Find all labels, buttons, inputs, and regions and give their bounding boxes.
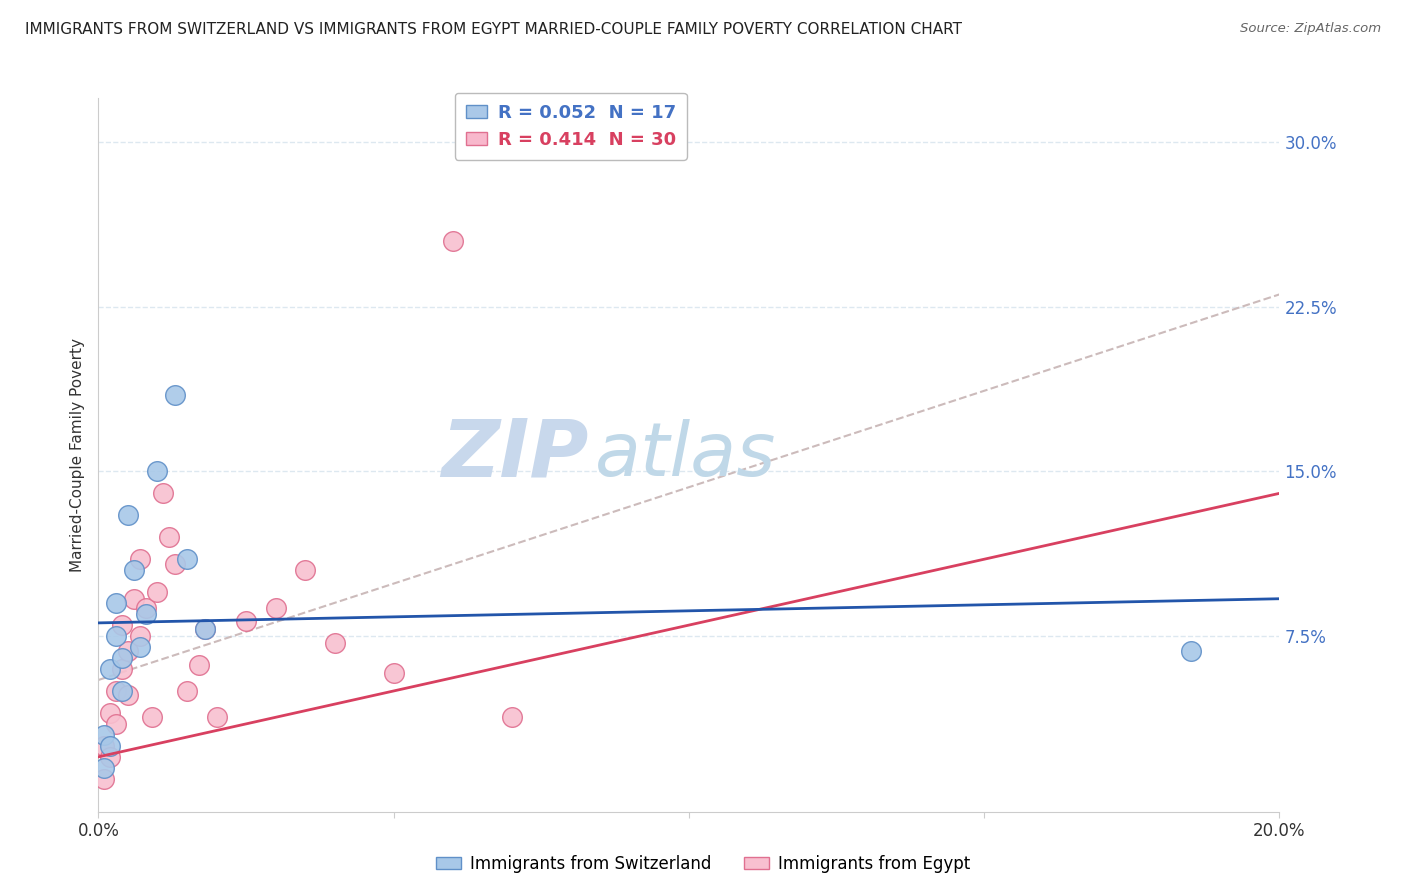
Point xyxy=(93,761,115,775)
Point xyxy=(117,644,139,658)
Point xyxy=(128,552,150,566)
Point xyxy=(165,557,187,571)
Point xyxy=(98,749,121,764)
Point xyxy=(135,607,157,621)
Point xyxy=(111,618,134,632)
Point xyxy=(1180,644,1202,658)
Point xyxy=(323,635,346,649)
Point xyxy=(152,486,174,500)
Point xyxy=(146,585,169,599)
Point xyxy=(235,614,257,628)
Point xyxy=(176,552,198,566)
Point xyxy=(111,662,134,676)
Point xyxy=(441,234,464,248)
Legend: R = 0.052  N = 17, R = 0.414  N = 30: R = 0.052 N = 17, R = 0.414 N = 30 xyxy=(454,93,688,160)
Point xyxy=(501,710,523,724)
Text: Source: ZipAtlas.com: Source: ZipAtlas.com xyxy=(1240,22,1381,36)
Y-axis label: Married-Couple Family Poverty: Married-Couple Family Poverty xyxy=(69,338,84,572)
Point xyxy=(141,710,163,724)
Point xyxy=(98,706,121,720)
Point xyxy=(105,596,128,610)
Text: ZIP: ZIP xyxy=(441,416,589,494)
Point xyxy=(122,591,145,606)
Point xyxy=(157,530,180,544)
Point xyxy=(128,640,150,654)
Point xyxy=(194,623,217,637)
Point xyxy=(122,563,145,577)
Point xyxy=(294,563,316,577)
Point xyxy=(146,464,169,478)
Point xyxy=(105,629,128,643)
Point xyxy=(194,623,217,637)
Point xyxy=(264,600,287,615)
Point xyxy=(382,666,405,681)
Point xyxy=(105,717,128,731)
Point xyxy=(111,684,134,698)
Point xyxy=(117,689,139,703)
Legend: Immigrants from Switzerland, Immigrants from Egypt: Immigrants from Switzerland, Immigrants … xyxy=(429,848,977,880)
Text: IMMIGRANTS FROM SWITZERLAND VS IMMIGRANTS FROM EGYPT MARRIED-COUPLE FAMILY POVER: IMMIGRANTS FROM SWITZERLAND VS IMMIGRANT… xyxy=(25,22,962,37)
Point xyxy=(176,684,198,698)
Point xyxy=(111,651,134,665)
Point xyxy=(98,662,121,676)
Point xyxy=(187,657,209,672)
Point xyxy=(93,739,115,753)
Point xyxy=(98,739,121,753)
Point xyxy=(165,387,187,401)
Text: atlas: atlas xyxy=(595,419,776,491)
Point xyxy=(205,710,228,724)
Point xyxy=(117,508,139,523)
Point xyxy=(93,728,115,742)
Point xyxy=(105,684,128,698)
Point xyxy=(128,629,150,643)
Point xyxy=(93,772,115,786)
Point xyxy=(135,600,157,615)
